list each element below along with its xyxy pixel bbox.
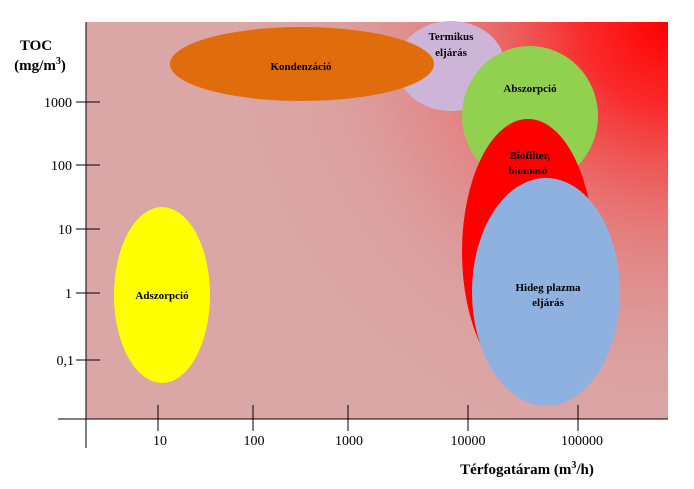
y-axis-title-line1: TOC	[20, 38, 52, 54]
region-termikus-label-line2: eljárás	[435, 47, 467, 59]
y-tick-label-10: 10	[58, 223, 72, 238]
x-tick-label-10000: 10000	[451, 434, 486, 449]
y-tick-label-100: 100	[51, 159, 72, 174]
y-axis-title-line2: (mg/m3)	[14, 56, 66, 74]
region-biofilter-label-line2: biomosó	[508, 165, 548, 177]
region-abszorpcio-label: Abszorpció	[503, 83, 557, 95]
x-tick-label-1000: 1000	[335, 434, 363, 449]
region-termikus-label-line1: Termikus	[429, 31, 475, 43]
region-adszorpcio-ellipse	[114, 207, 210, 383]
x-tick-label-10: 10	[153, 434, 167, 449]
region-kondenzacio-label: Kondenzáció	[270, 61, 332, 73]
region-biofilter-label-line1: Biofilter,	[510, 150, 551, 162]
region-kondenzacio-ellipse	[170, 27, 434, 101]
y-tick-label-1000: 1000	[44, 96, 72, 111]
region-hideg-plazma-label-line1: Hideg plazma	[515, 282, 581, 294]
region-hideg-plazma-ellipse	[472, 178, 620, 406]
region-adszorpcio-label: Adszorpció	[135, 290, 189, 302]
x-tick-label-100000: 100000	[561, 434, 603, 449]
x-axis-title: Térfogatáram (m3/h)	[460, 460, 594, 478]
region-hideg-plazma-label-line2: eljárás	[532, 297, 564, 309]
y-tick-label-0-1: 0,1	[57, 354, 75, 369]
y-tick-label-1: 1	[65, 287, 72, 302]
x-tick-label-100: 100	[244, 434, 265, 449]
